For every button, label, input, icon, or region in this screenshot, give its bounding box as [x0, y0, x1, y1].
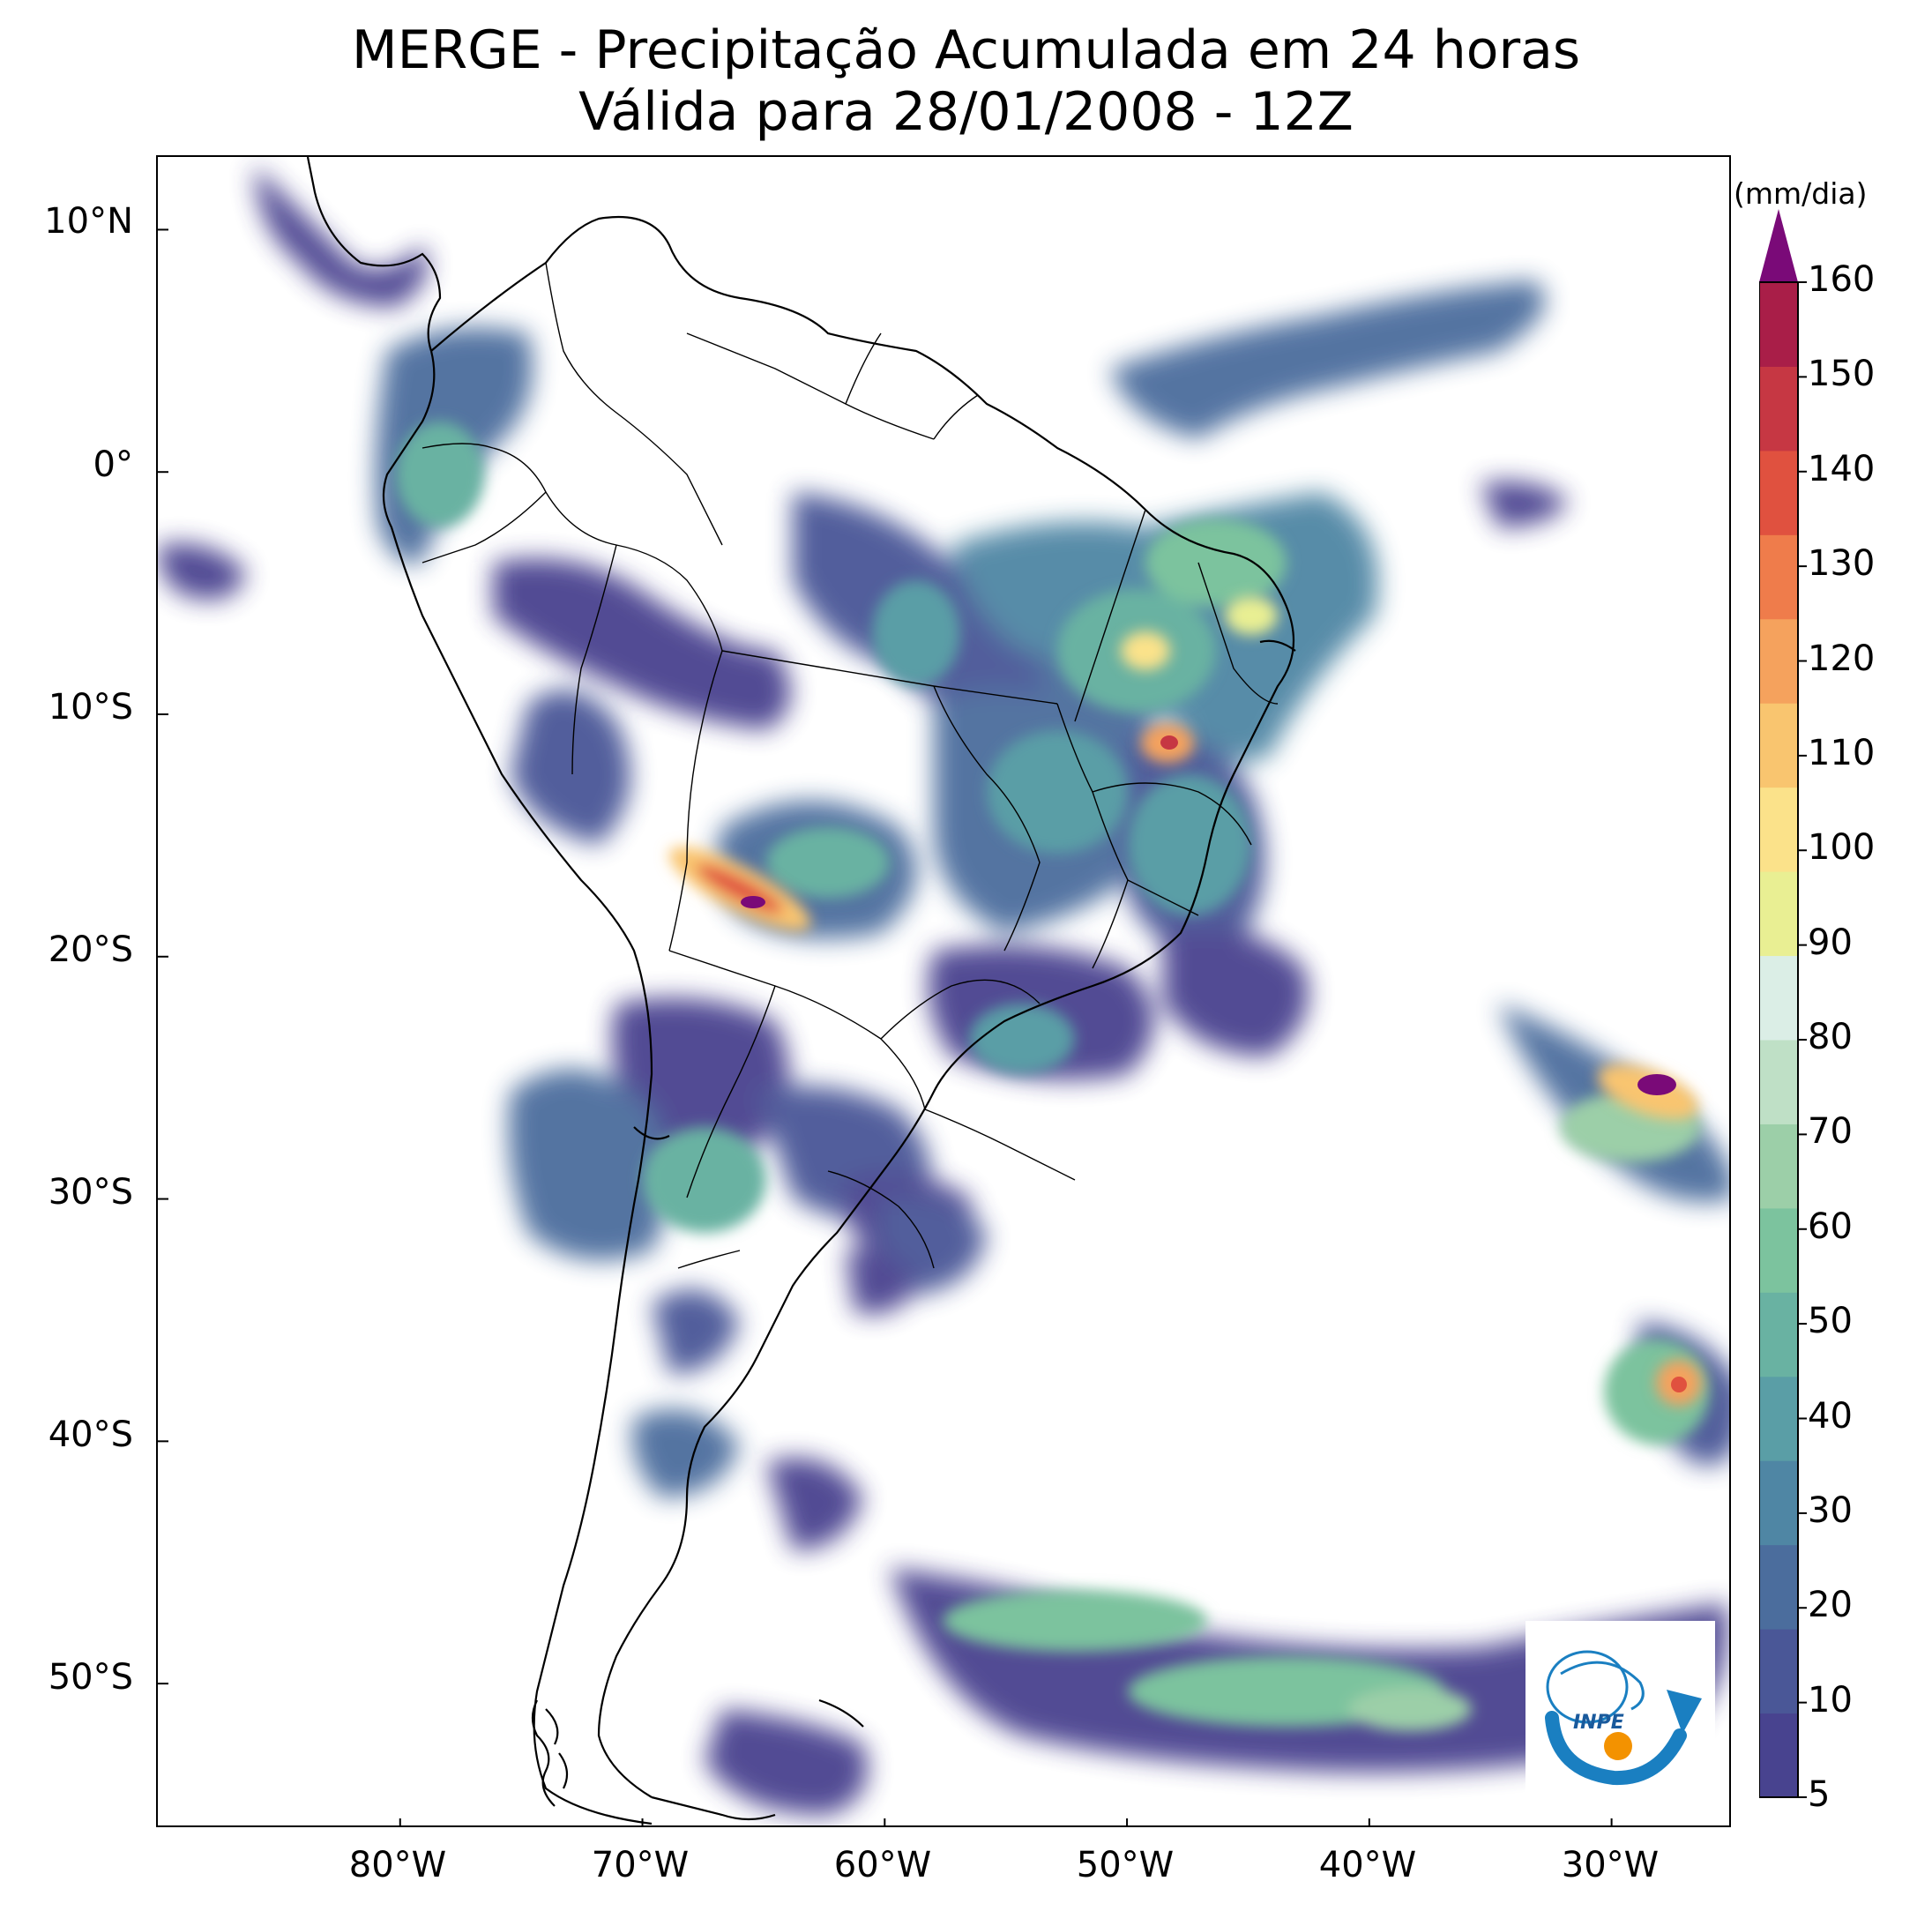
colorbar-tick-label: 60 — [1808, 1206, 1853, 1247]
inpe-logo-mark: INPE — [1545, 1650, 1702, 1786]
precipitation-layer — [158, 166, 1729, 1815]
map-title: MERGE - Precipitação Acumulada em 24 hor… — [351, 19, 1581, 81]
colorbar-segment — [1759, 1207, 1798, 1293]
colorbar-segment — [1759, 703, 1798, 788]
inpe-logo-text: INPE — [1573, 1712, 1624, 1734]
colorbar-segments — [1759, 282, 1798, 1798]
colorbar-tick-label: 30 — [1808, 1489, 1853, 1531]
colorbar — [1759, 209, 1807, 1798]
map-canvas — [158, 157, 1729, 1825]
lon-label-50w: 50°W — [1076, 1845, 1175, 1885]
lat-label-10n: 10°N — [44, 201, 133, 242]
colorbar-segment — [1759, 282, 1798, 367]
inpe-logo: INPE — [1525, 1621, 1715, 1810]
map-area — [156, 155, 1731, 1827]
lat-label-10s: 10°S — [48, 687, 133, 728]
colorbar-segment — [1759, 955, 1798, 1041]
lat-label-20s: 20°S — [48, 929, 133, 970]
colorbar-tick-label: 70 — [1808, 1111, 1853, 1153]
colorbar-segment — [1759, 1460, 1798, 1546]
colorbar-tick-label: 90 — [1808, 922, 1853, 963]
colorbar-tick-label: 40 — [1808, 1395, 1853, 1437]
lon-label-30w: 30°W — [1561, 1845, 1660, 1885]
graticule-ticks — [158, 228, 1613, 1825]
colorbar-tick-label: 130 — [1808, 543, 1876, 585]
coastlines — [306, 157, 1296, 1825]
colorbar-tick-label: 150 — [1808, 354, 1876, 395]
colorbar-tick-label: 20 — [1808, 1585, 1853, 1626]
colorbar-segment — [1759, 450, 1798, 535]
lat-label-30s: 30°S — [48, 1172, 133, 1213]
country-borders — [421, 262, 1279, 1269]
colorbar-tick-label: 110 — [1808, 732, 1876, 773]
colorbar-segment — [1759, 534, 1798, 620]
colorbar-segment — [1759, 1040, 1798, 1124]
colorbar-segment — [1759, 1544, 1798, 1630]
colorbar-ticks — [1798, 281, 1807, 1798]
colorbar-segment — [1759, 787, 1798, 872]
lon-label-80w: 80°W — [348, 1845, 447, 1885]
colorbar-tick-label: 100 — [1808, 827, 1876, 869]
colorbar-segment — [1759, 1376, 1798, 1461]
colorbar-tick-label: 80 — [1808, 1017, 1853, 1057]
lon-label-40w: 40°W — [1318, 1845, 1417, 1885]
colorbar-tick-label: 50 — [1808, 1301, 1853, 1342]
lat-label-50s: 50°S — [48, 1657, 133, 1698]
colorbar-unit-label: (mm/dia) — [1734, 176, 1868, 211]
colorbar-tick-label: 160 — [1808, 259, 1876, 300]
colorbar-tick-label: 10 — [1808, 1679, 1853, 1721]
colorbar-segment — [1759, 1629, 1798, 1714]
colorbar-segment — [1759, 1292, 1798, 1377]
colorbar-segment — [1759, 1713, 1798, 1798]
lon-label-70w: 70°W — [591, 1845, 690, 1885]
colorbar-tick-label: 140 — [1808, 448, 1876, 489]
lat-label-40s: 40°S — [48, 1415, 133, 1455]
colorbar-segment — [1759, 618, 1798, 704]
colorbar-segment — [1759, 871, 1798, 957]
map-subtitle: Válida para 28/01/2008 - 12Z — [578, 81, 1354, 143]
lon-label-60w: 60°W — [833, 1845, 932, 1885]
colorbar-segment — [1759, 1123, 1798, 1209]
colorbar-segment — [1759, 366, 1798, 452]
lat-label-0: 0° — [93, 444, 133, 485]
colorbar-tick-label: 120 — [1808, 638, 1876, 679]
colorbar-extend-arrow — [1759, 209, 1798, 282]
colorbar-tick-label: 5 — [1808, 1774, 1831, 1815]
